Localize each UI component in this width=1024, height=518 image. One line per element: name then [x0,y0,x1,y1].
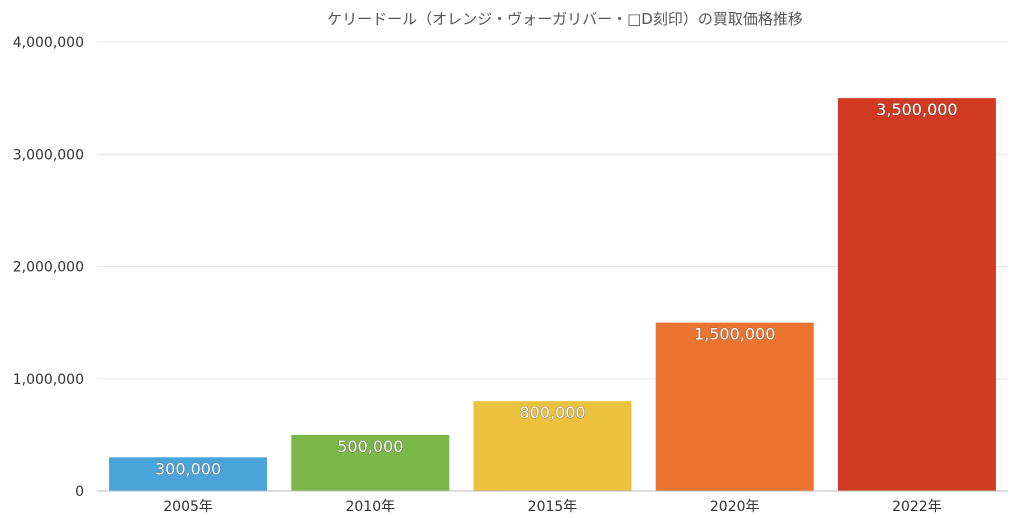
x-axis-ticks: 2005年 2010年 2015年 2020年 2022年 [163,499,941,515]
y-axis-ticks: 0 1,000,000 2,000,000 3,000,000 4,000,000 [13,35,84,500]
chart-title: ケリードール（オレンジ・ヴォーガリバー・□D刻印）の買取価格推移 [327,10,803,28]
y-tick-label: 4,000,000 [13,35,84,51]
value-labels: 300,000 500,000 800,000 1,500,000 3,500,000 [155,100,958,479]
bar [655,322,814,491]
bar [109,457,268,491]
bar [837,98,996,491]
x-tick-label: 2022年 [892,499,942,515]
data-label: 300,000 [155,459,221,478]
x-tick-label: 2020年 [710,499,760,515]
x-tick-label: 2010年 [345,499,395,515]
data-label: 500,000 [337,437,403,456]
y-tick-label: 2,000,000 [13,260,84,276]
bars [109,98,996,491]
bar [473,401,632,491]
y-tick-label: 1,000,000 [13,372,84,388]
data-label: 3,500,000 [876,100,957,119]
x-tick-label: 2015年 [528,499,578,515]
data-label: 800,000 [519,403,585,422]
y-tick-label: 0 [75,484,84,500]
data-label: 1,500,000 [694,325,775,344]
y-tick-label: 3,000,000 [13,147,84,163]
bar [291,434,450,491]
x-tick-label: 2005年 [163,499,213,515]
